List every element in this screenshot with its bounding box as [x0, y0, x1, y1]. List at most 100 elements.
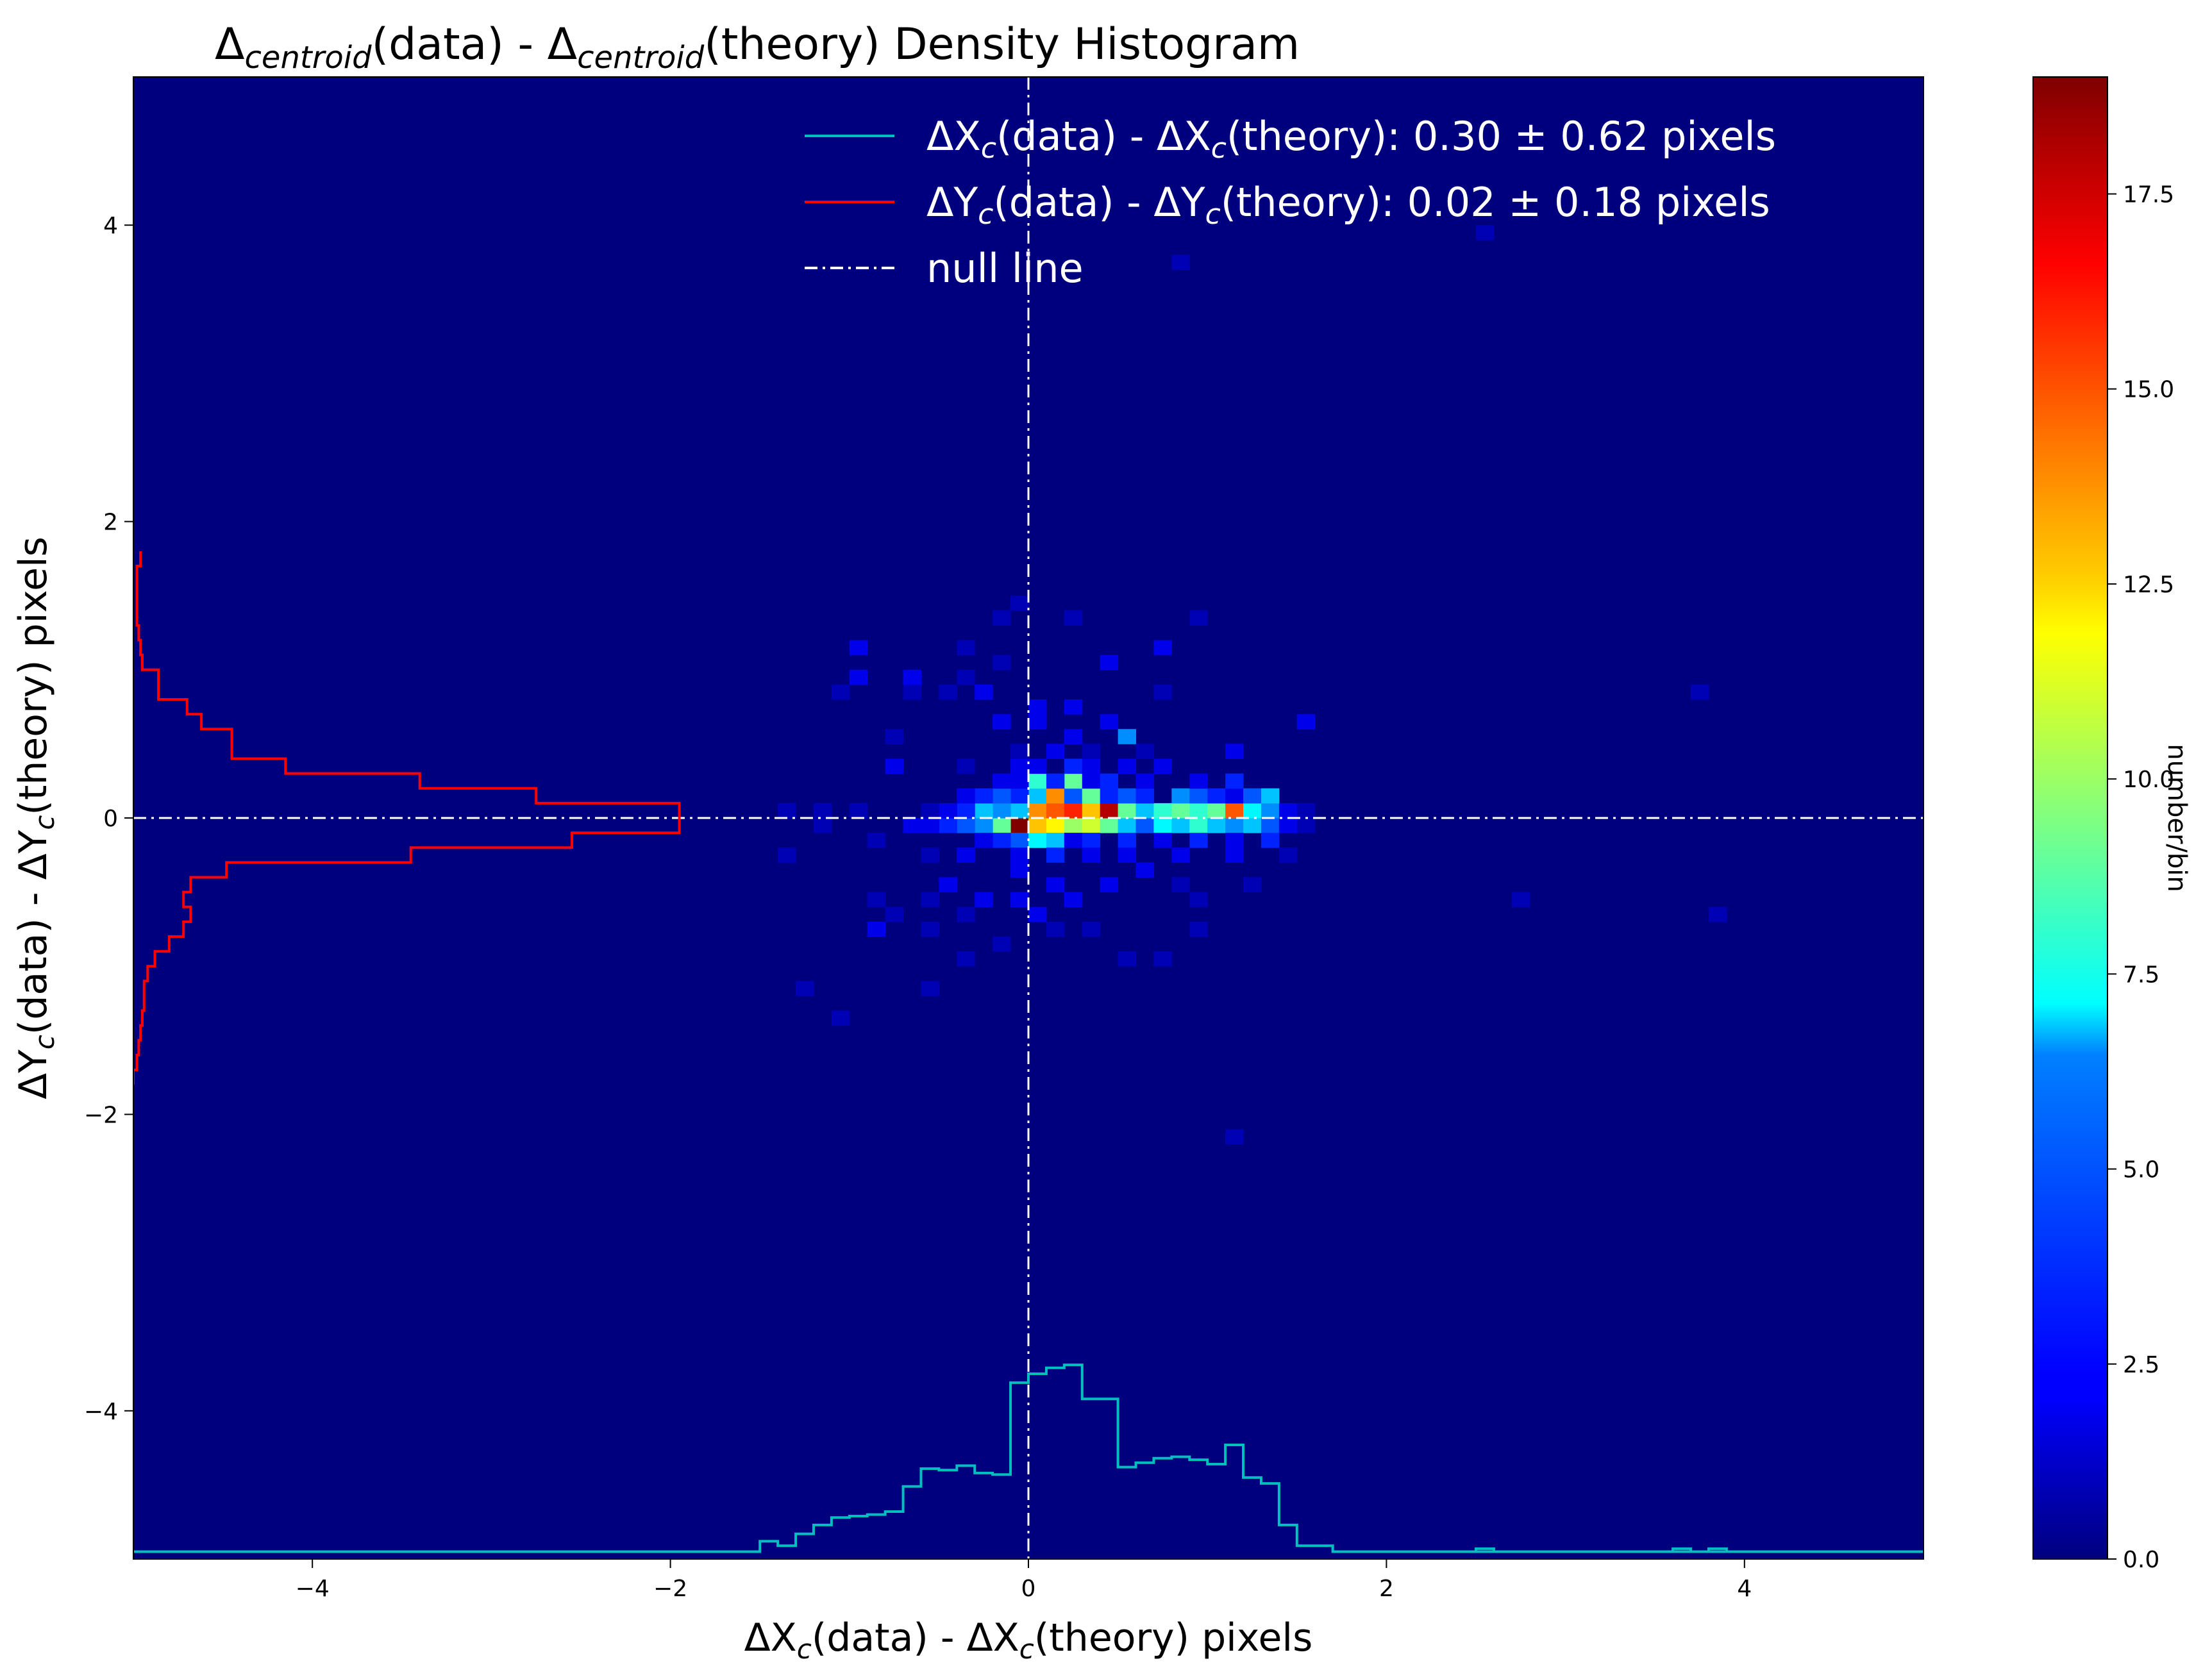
heatmap-bin: [813, 818, 832, 833]
heatmap-bin: [975, 892, 993, 908]
title-part-1: (data) -: [372, 19, 548, 70]
heatmap-bins: [778, 225, 1727, 1145]
heatmap-bin: [1153, 758, 1172, 774]
heatmap-bin: [1028, 803, 1047, 819]
heatmap-bin: [1010, 773, 1029, 789]
heatmap-bin: [1064, 758, 1083, 774]
heatmap-bin: [1100, 803, 1119, 819]
marginal-y-histogram: [133, 551, 681, 1085]
heatmap-bin: [1261, 788, 1280, 804]
colorbar: 0.0 2.5 5.0 7.5 10.0 12.5 15.0 17.5 number/bin: [2032, 76, 2191, 1573]
title-part-2: (theory) Density Histogram: [704, 19, 1300, 70]
heatmap-bin: [1028, 699, 1047, 715]
heatmap-bin: [1064, 610, 1083, 626]
heatmap-bin: [1225, 744, 1244, 760]
heatmap-bin: [1189, 818, 1208, 833]
legend: ΔXc(data) - ΔXc(theory): 0.30 ± 0.62 pix…: [805, 113, 1776, 292]
heatmap-bin: [1010, 892, 1029, 908]
heatmap-bin: [957, 803, 975, 819]
heatmap-bin: [1207, 788, 1226, 804]
heatmap-bin: [1028, 906, 1047, 922]
heatmap-bin: [1082, 818, 1101, 833]
heatmap-bin: [1046, 818, 1065, 833]
heatmap-bin: [921, 803, 939, 819]
heatmap-bin: [778, 847, 796, 863]
title-delta-2: Δ: [548, 19, 578, 70]
heatmap-bin: [939, 877, 957, 893]
heatmap-bin: [1243, 803, 1262, 819]
heatmap-bin: [1171, 818, 1190, 833]
legend-entry-label: ΔYc(data) - ΔYc(theory): 0.02 ± 0.18 pix…: [926, 179, 1770, 231]
heatmap-bin: [885, 906, 904, 922]
heatmap-bin: [1135, 773, 1154, 789]
heatmap-bin: [1082, 847, 1101, 863]
heatmap-bin: [1189, 803, 1208, 819]
heatmap-bin: [1153, 833, 1172, 848]
heatmap-bin: [921, 892, 939, 908]
heatmap-bin: [975, 684, 993, 700]
heatmap-bin: [939, 803, 957, 819]
heatmap-bin: [1225, 803, 1244, 819]
heatmap-bin: [1135, 818, 1154, 833]
heatmap-bin: [1064, 803, 1083, 819]
heatmap-bin: [921, 981, 939, 996]
heatmap-bin: [1028, 788, 1047, 804]
heatmap-bin: [1278, 847, 1298, 863]
x-axis-label: ΔXc(data) - ΔXc(theory) pixels: [744, 1615, 1313, 1665]
heatmap-bin: [1189, 773, 1208, 789]
heatmap-bin: [1100, 714, 1119, 730]
heatmap-bin: [1189, 610, 1208, 626]
heatmap-bin: [1171, 254, 1190, 271]
heatmap-bin: [1100, 655, 1119, 671]
heatmap-bin: [957, 847, 975, 863]
heatmap-bin: [1046, 803, 1065, 819]
heatmap-bin: [1261, 803, 1280, 819]
heatmap-bin: [1207, 818, 1226, 833]
heatmap-bin: [1225, 1129, 1244, 1145]
heatmap-bin: [1153, 640, 1172, 656]
heatmap-bin: [975, 818, 993, 833]
x-tick-label: 2: [1379, 1576, 1394, 1602]
y-tick-label: −4: [84, 1399, 118, 1425]
heatmap-bin: [1010, 818, 1029, 833]
y-tick-label: −2: [84, 1102, 118, 1128]
heatmap-bin: [903, 684, 921, 700]
heatmap-bin: [1046, 744, 1065, 760]
heatmap-bin: [903, 818, 921, 833]
heatmap-bin: [1082, 788, 1101, 804]
heatmap-bin: [1511, 892, 1530, 908]
heatmap-bin: [1046, 847, 1065, 863]
heatmap-bin: [1010, 862, 1029, 878]
heatmap-bin: [993, 833, 1011, 848]
null-lines: [133, 77, 1923, 1559]
heatmap-bin: [1082, 833, 1101, 848]
colorbar-bar: [2032, 76, 2108, 1560]
heatmap-bin: [957, 758, 975, 774]
heatmap-bin: [1100, 788, 1119, 804]
heatmap-bin: [1010, 744, 1029, 760]
heatmap-bin: [1708, 906, 1727, 922]
heatmap-bin: [957, 788, 975, 804]
colorbar-tick-label: 7.5: [2123, 962, 2159, 988]
y-axis-label: ΔYc(data) - ΔYc(theory) pixels: [11, 537, 60, 1099]
title-sub-2: centroid: [577, 40, 705, 76]
x-tick-label: 0: [1021, 1576, 1036, 1602]
heatmap-bin: [1082, 744, 1101, 760]
heatmap-bin: [993, 818, 1011, 833]
heatmap-bin: [993, 788, 1011, 804]
heatmap-bin: [1189, 892, 1208, 908]
heatmap-bin: [1010, 788, 1029, 804]
marginal-histograms: [133, 551, 1923, 1553]
heatmap-bin: [1296, 803, 1316, 819]
legend-entry-label: null line: [926, 245, 1084, 292]
heatmap-bin: [849, 803, 868, 819]
x-axis-ticks: −4 −2 0 2 4: [296, 1559, 1752, 1602]
heatmap-bin: [1261, 833, 1280, 848]
heatmap-bin: [993, 936, 1011, 952]
heatmap-bin: [1028, 833, 1047, 848]
heatmap-bin: [867, 892, 886, 908]
colorbar-tick-label: 0.0: [2123, 1547, 2159, 1573]
title-delta-1: Δ: [215, 19, 245, 70]
heatmap-bin: [1171, 847, 1190, 863]
